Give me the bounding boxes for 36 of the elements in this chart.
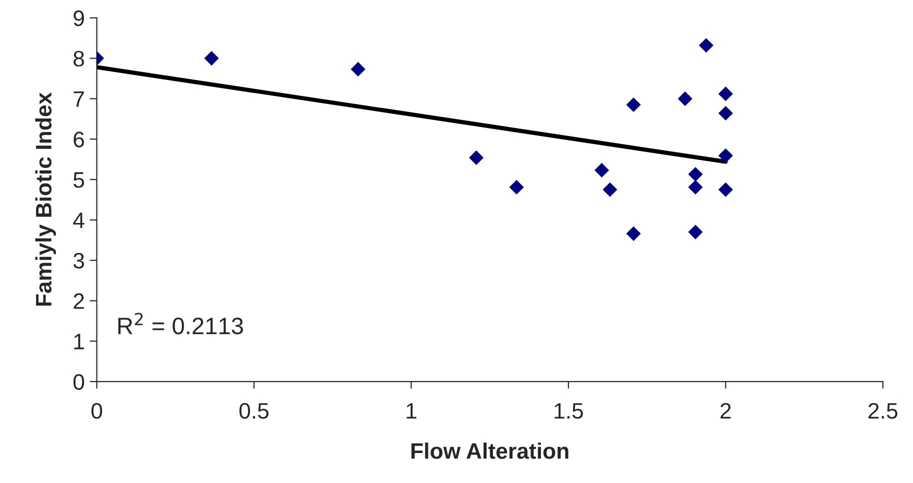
- point: [718, 148, 733, 163]
- point: [698, 38, 714, 53]
- y-tick-label: 2: [74, 293, 84, 309]
- point: [204, 51, 219, 66]
- y-tick-label: 5: [74, 172, 84, 188]
- x-axis-title: Flow Alteration: [411, 442, 568, 459]
- point: [602, 182, 618, 197]
- y-tick-label: 3: [73, 252, 84, 269]
- point: [718, 86, 733, 102]
- y-tick-label: 9: [74, 10, 84, 26]
- y-tick-label: 7: [74, 91, 84, 107]
- point: [509, 180, 524, 194]
- x-tick-label: 0.5: [239, 402, 269, 419]
- point: [718, 182, 733, 197]
- point: [678, 91, 692, 106]
- annotation: R$^{2}$ = 0.2113: [118, 312, 243, 334]
- point: [626, 97, 641, 112]
- point: [469, 150, 484, 165]
- x-tick-label: 0: [91, 402, 102, 419]
- point: [718, 106, 733, 121]
- x-tick-label: 2.5: [868, 402, 898, 419]
- y-axis-title: Famiyly Biotic Index: [35, 92, 56, 306]
- y-tick-label: 6: [74, 132, 84, 148]
- point: [688, 180, 703, 194]
- point: [594, 162, 610, 178]
- x-tick-label: 1.5: [554, 403, 583, 419]
- point: [626, 226, 641, 241]
- y-tick-label: 4: [73, 212, 84, 228]
- y-tick-label: 0: [73, 374, 84, 390]
- point: [688, 224, 703, 240]
- x-tick-label: 2: [720, 402, 731, 419]
- y-tick-label: 1: [74, 334, 84, 350]
- point: [688, 166, 703, 182]
- y-tick-label: 8: [74, 50, 84, 67]
- point: [350, 62, 366, 76]
- x-tick-label: 1: [406, 403, 416, 419]
